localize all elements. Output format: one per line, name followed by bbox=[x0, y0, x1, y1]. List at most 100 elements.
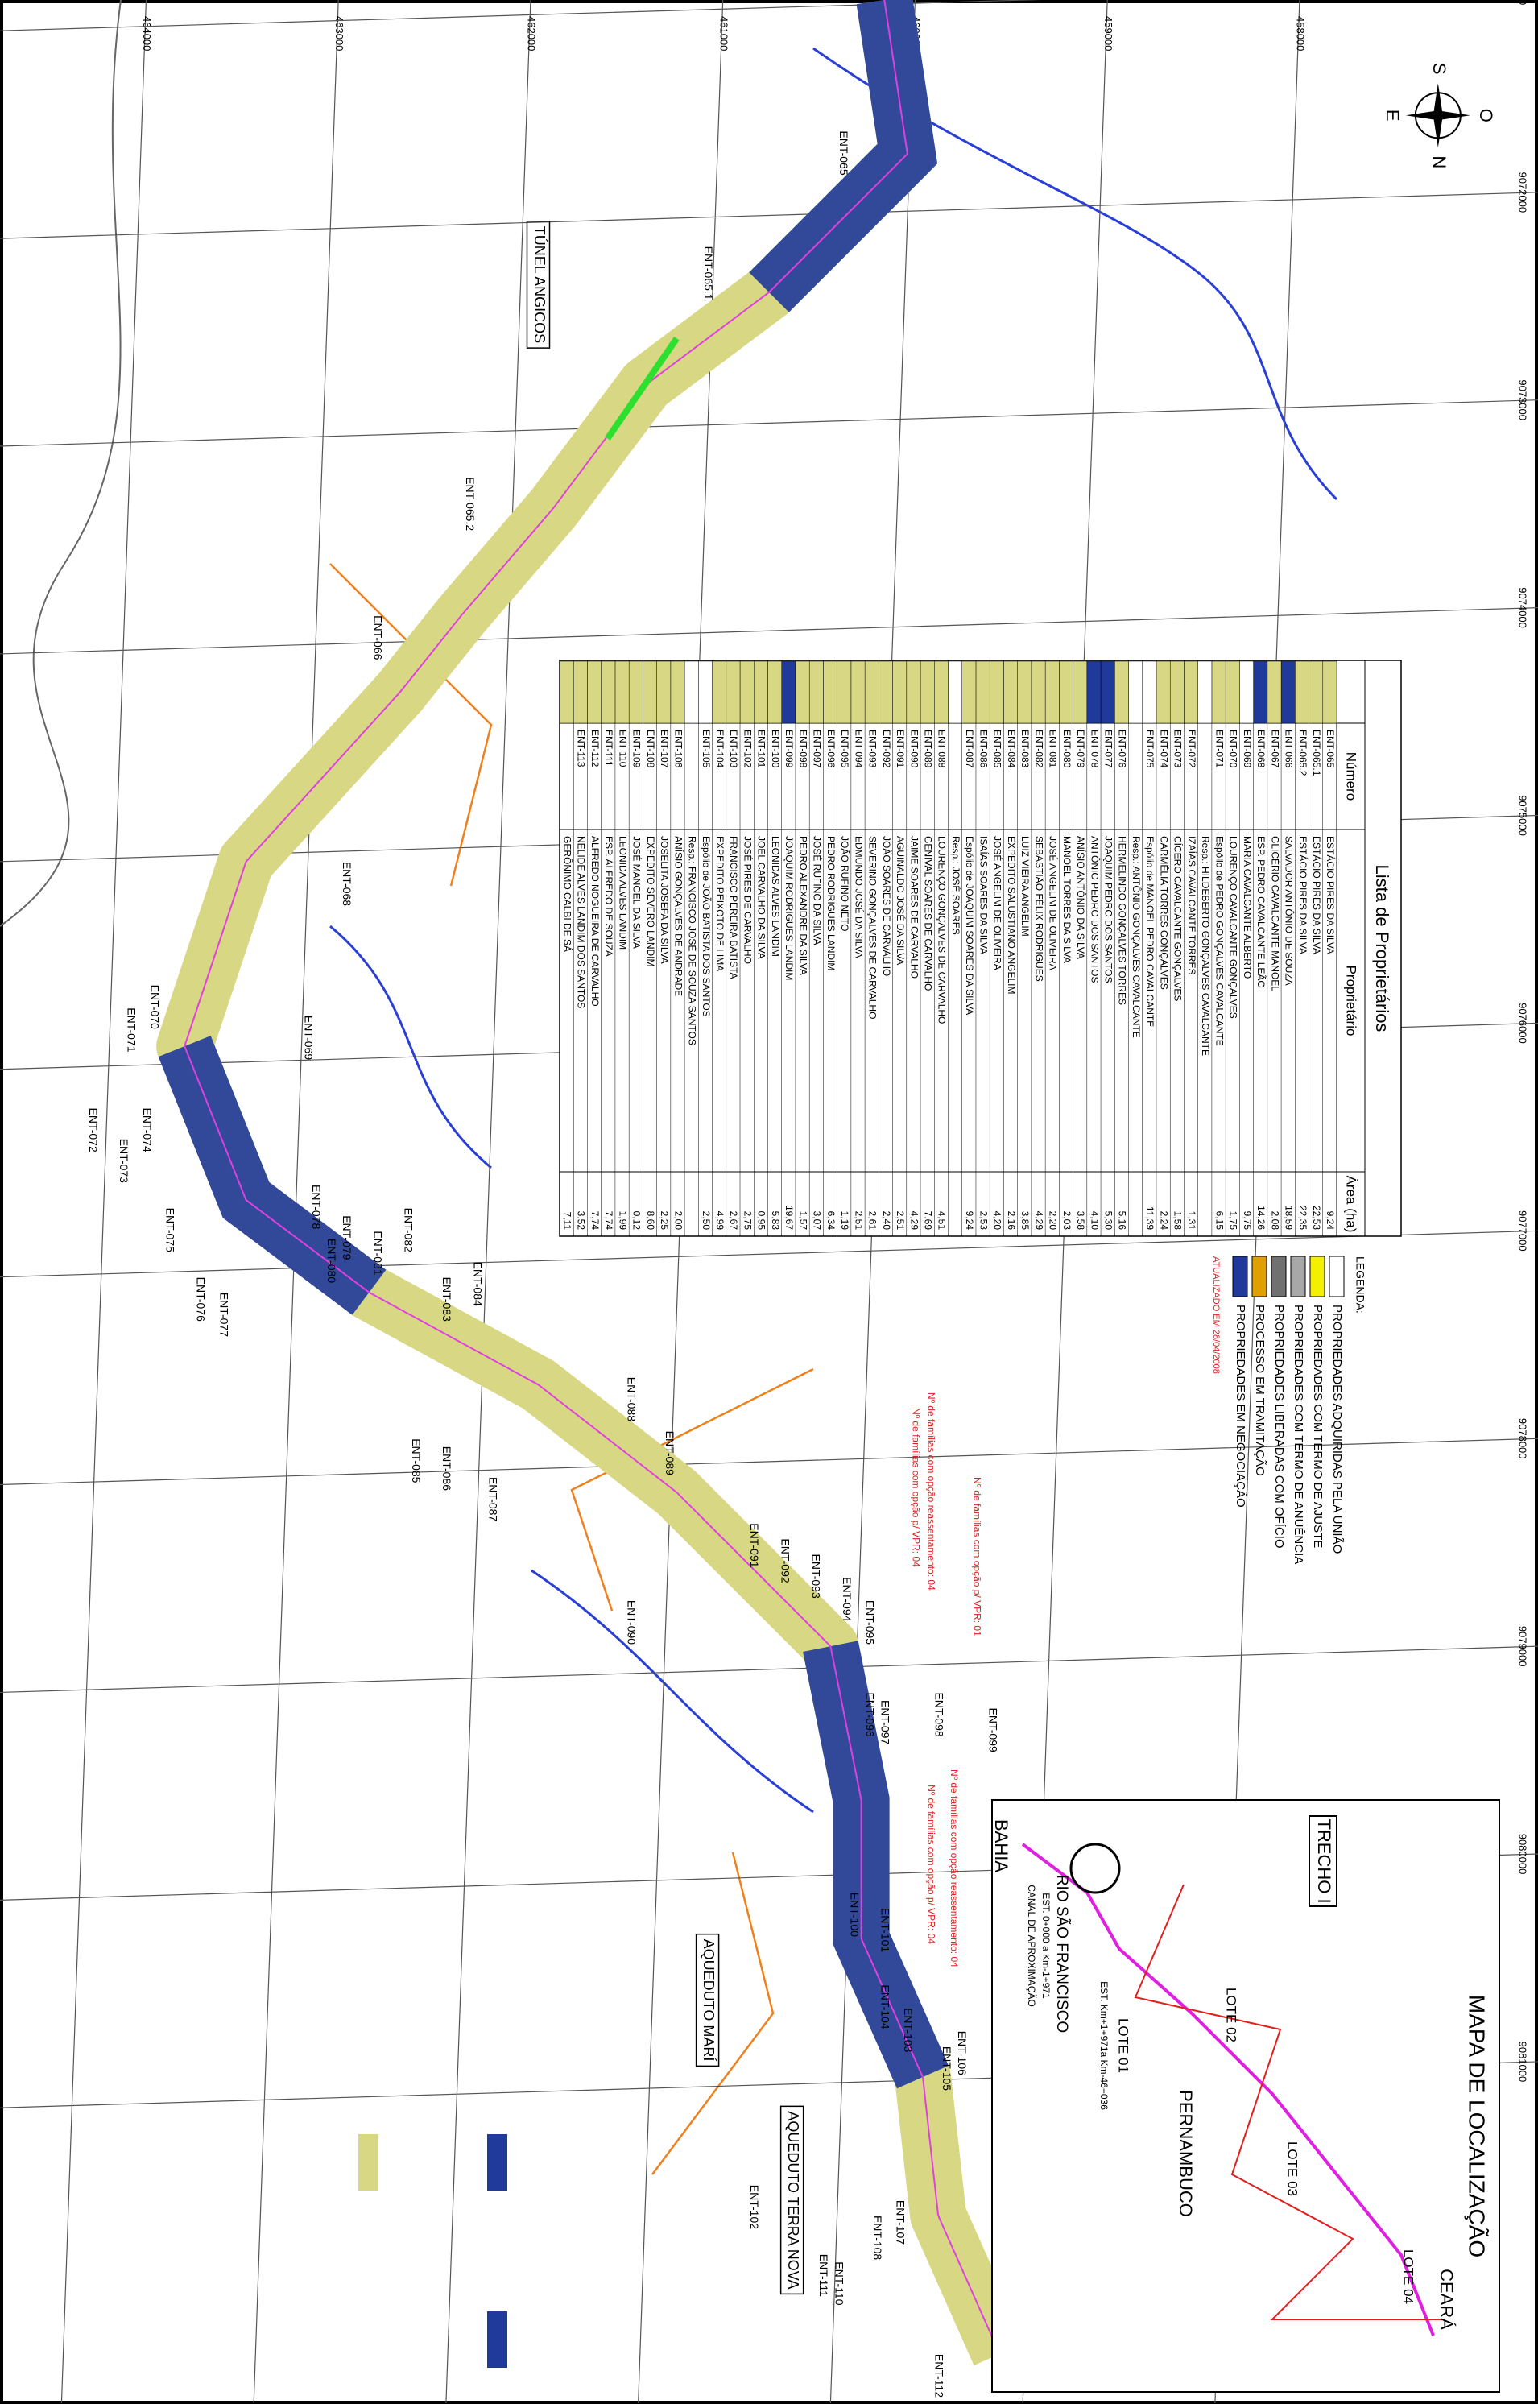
structure-label: TÚNEL ANGICOS bbox=[531, 226, 548, 343]
parcel-label: ENT-066 bbox=[371, 615, 384, 660]
northing-label: 9072000 bbox=[1517, 172, 1529, 213]
status-cell bbox=[920, 660, 935, 724]
grid-line bbox=[253, 0, 339, 2404]
owner-area: 2,53 bbox=[978, 1211, 989, 1231]
parcel-label: ENT-065 bbox=[837, 130, 850, 175]
owner-number: ENT-103 bbox=[728, 730, 739, 768]
annotation: Nº de famílias com opção p/ VPR: 01 bbox=[972, 1477, 983, 1636]
owner-area: 1,57 bbox=[797, 1211, 808, 1231]
parcel-label: ENT-089 bbox=[664, 1431, 676, 1475]
owner-area: 2,00 bbox=[672, 1211, 684, 1231]
grid-line bbox=[0, 1645, 1538, 1694]
parcel-label: ENT-096 bbox=[863, 1692, 876, 1736]
owner-number: ENT-110 bbox=[617, 730, 628, 767]
owner-name: GENIVAL SOARES DE CARVALHO bbox=[922, 836, 933, 991]
inset-canal bbox=[1021, 1843, 1435, 2336]
owner-name: JOAQUIM PEDRO DOS SANTOS bbox=[1102, 836, 1114, 983]
status-cell bbox=[1239, 660, 1254, 724]
owner-name: GLICÉRIO CAVALCANTE MANOEL bbox=[1269, 836, 1281, 991]
owner-number: ENT-068 bbox=[1255, 730, 1267, 768]
parcel-label: ENT-075 bbox=[163, 1208, 176, 1252]
parcel-label: ENT-090 bbox=[625, 1600, 638, 1645]
tunnel bbox=[605, 337, 680, 441]
inset-title: MAPA DE LOCALIZAÇÃO bbox=[1465, 1995, 1490, 2257]
structure-box bbox=[526, 220, 551, 349]
owner-area: 6,15 bbox=[1213, 1211, 1225, 1231]
lot-label: LOTE 03 bbox=[1285, 2141, 1300, 2196]
owner-area: 19,67 bbox=[783, 1206, 795, 1230]
parcel-label: ENT-069 bbox=[302, 1016, 315, 1060]
parcel-label: ENT-108 bbox=[871, 2216, 884, 2260]
owner-name: JOSÉ ANGELIM DE OLIVEIRA bbox=[1048, 836, 1060, 970]
owner-area: 2,51 bbox=[853, 1211, 864, 1231]
status-cell bbox=[1309, 660, 1324, 724]
northing-label: 9080000 bbox=[1517, 1834, 1529, 1875]
parcel-label: ENT-104 bbox=[879, 1984, 892, 2029]
owner-number: ENT-108 bbox=[645, 730, 656, 768]
inset-note: CANAL DE APROXIMAÇÃO bbox=[1026, 1885, 1037, 2007]
owner-name: Resp.: HILDEBERTO GONÇALVES CAVALCANTE bbox=[1200, 836, 1211, 1056]
status-cell bbox=[961, 660, 977, 724]
status-cell bbox=[614, 660, 630, 724]
parcel-label: ENT-083 bbox=[440, 1277, 453, 1322]
owner-number: ENT-096 bbox=[825, 730, 837, 768]
status-cell bbox=[1253, 660, 1268, 724]
owner-name: ESTÁCIO PIRES DA SILVA bbox=[1325, 836, 1337, 954]
owner-name: EXPEDITO PEIXOTO DE LIMA bbox=[714, 836, 726, 971]
status-cell bbox=[795, 660, 810, 724]
owner-name: EXPEDITO SALUSTIANO ANGELIM bbox=[1006, 836, 1017, 995]
owner-name: ESP. PEDRO CAVALCANTE LEÃO bbox=[1255, 836, 1267, 988]
owner-number: ENT-081 bbox=[1048, 730, 1059, 768]
status-cell bbox=[1114, 660, 1129, 724]
owner-name: LOURENÇO CAVALCANTE GONÇALVES bbox=[1228, 836, 1239, 1019]
owner-area: 0,95 bbox=[756, 1211, 767, 1231]
legend-label: PROPRIEDADES LIBERADAS COM OFÍCIO bbox=[1272, 1305, 1286, 1549]
owner-number: ENT-101 bbox=[756, 730, 767, 768]
owner-number: ENT-112 bbox=[589, 730, 601, 767]
owner-area: 11,39 bbox=[1144, 1206, 1156, 1230]
parcel-label: ENT-111 bbox=[817, 2254, 830, 2297]
status-cell bbox=[1267, 660, 1282, 724]
owner-area: 3,07 bbox=[812, 1211, 823, 1231]
grid-line bbox=[0, 0, 1538, 31]
inset-note: EST. Km+1+971a Km-46+036 bbox=[1098, 1981, 1110, 2110]
status-cell bbox=[1073, 660, 1088, 724]
status-cell bbox=[864, 660, 879, 724]
owner-name: HERMELINDO GONÇALVES TORRES bbox=[1117, 836, 1128, 1005]
river bbox=[329, 47, 1338, 1814]
owner-area: 4,20 bbox=[992, 1211, 1003, 1231]
parcel-label: ENT-071 bbox=[126, 1007, 139, 1052]
swatch bbox=[358, 2134, 378, 2191]
table-title: Lista de Proprietários bbox=[1372, 865, 1392, 1032]
owner-name: ESTÁCIO PIRES DA SILVA bbox=[1297, 836, 1309, 954]
owner-number: ENT-113 bbox=[576, 730, 587, 767]
northing-label: 9076000 bbox=[1517, 1003, 1529, 1044]
owner-number: ENT-085 bbox=[992, 730, 1003, 768]
northing-label: 9077000 bbox=[1517, 1210, 1529, 1252]
status-cell bbox=[879, 660, 893, 724]
owner-name: JOEL CARVALHO DA SILVA bbox=[756, 836, 767, 959]
owner-number: ENT-105 bbox=[701, 730, 712, 768]
lot-label: LOTE 04 bbox=[1401, 2249, 1416, 2304]
owner-area: 3,52 bbox=[576, 1211, 587, 1231]
owner-name: Resp.: FRANCISCO JOSÉ DE SOUZA SANTOS bbox=[687, 836, 699, 1045]
legend-swatch bbox=[1271, 1256, 1287, 1297]
status-cell bbox=[1169, 660, 1185, 724]
status-cell bbox=[767, 660, 782, 724]
owner-name: ESP. ALFREDO DE SOUZA bbox=[603, 836, 614, 957]
owner-name: LEONIDA ALVES LANDIM bbox=[617, 836, 628, 950]
owner-name: PEDRO RODRIGUES LANDIM bbox=[825, 836, 837, 970]
owner-number: ENT-098 bbox=[797, 730, 808, 768]
owner-area: 5,16 bbox=[1117, 1211, 1128, 1231]
legend-label: PROPRIEDADES COM TERMO DE AJUSTE bbox=[1311, 1305, 1325, 1548]
owner-number: ENT-067 bbox=[1269, 730, 1280, 768]
parcel-label: ENT-072 bbox=[87, 1107, 100, 1152]
legend-swatch bbox=[1232, 1256, 1248, 1297]
owner-area: 9,75 bbox=[1242, 1211, 1253, 1231]
parcel-label: ENT-070 bbox=[148, 985, 161, 1029]
northing-label: 9081000 bbox=[1517, 2042, 1529, 2083]
parcel-label: ENT-082 bbox=[402, 1208, 415, 1252]
owner-area: 7,69 bbox=[922, 1211, 933, 1231]
status-cell bbox=[934, 660, 949, 724]
owner-name: JOÃO RUFINO NETO bbox=[839, 836, 850, 931]
